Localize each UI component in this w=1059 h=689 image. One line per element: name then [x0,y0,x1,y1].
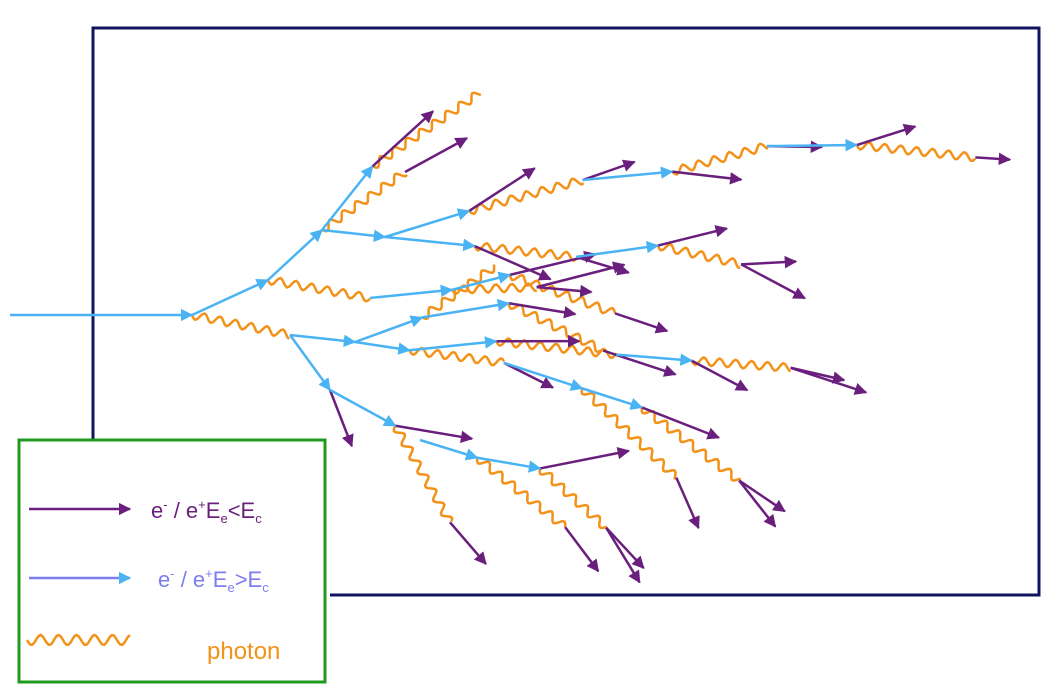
photon-track [468,177,585,216]
photon-track [855,140,977,162]
photon-track [580,388,677,480]
electron-track [575,240,660,259]
electron-track [477,456,542,473]
electron-track [421,298,511,319]
electron-track [384,235,476,252]
high-energy-tracks [10,138,859,473]
electron-track [740,263,806,300]
electron-track [536,261,626,289]
electron-track [691,359,749,392]
electron-track [738,479,786,513]
electron-track [468,167,536,213]
electron-track [191,278,270,317]
wavy-photon-icon [25,633,131,647]
photon-track [392,425,454,522]
electron-track [581,387,644,410]
electron-track [409,336,498,352]
electron-track [616,353,693,366]
photon-track [321,172,408,233]
photon-tracks [190,91,977,530]
electron-track [790,366,846,384]
electron-track [536,284,593,298]
legend-high-energy-label: e- / e+Ee>Ec [158,566,269,595]
photon-track [640,407,742,482]
photon-track [473,241,577,263]
electron-track [582,159,636,182]
electron-track [371,110,434,168]
electron-track [564,526,600,573]
electron-track [602,349,677,377]
electron-track [328,389,354,448]
electron-track [605,526,645,569]
electron-track [503,361,584,391]
electron-track [740,255,798,269]
photon-track [190,312,291,340]
electron-track [384,208,471,239]
photon-track [266,276,371,303]
electron-track [321,228,387,242]
photon-track [508,273,617,315]
photon-track [408,346,506,367]
electron-track [329,388,397,427]
photon-track [507,303,605,354]
electron-track [473,244,552,281]
electron-track [641,406,721,440]
photon-track [690,356,792,373]
electron-track [738,479,777,528]
photon-track [495,337,618,360]
electron-track [289,333,357,348]
photon-track [475,457,567,528]
electron-track [509,250,597,277]
photon-track [538,468,608,530]
electron-track [354,315,424,344]
electron-track [419,438,479,461]
electron-track [856,123,917,147]
electron-track [582,166,674,182]
electron-track [605,527,641,584]
electron-track [614,312,669,334]
photon-track [656,242,741,270]
electron-track [671,170,743,185]
electron-track [657,225,729,247]
electron-track [354,340,411,355]
detector-frame [91,26,1041,597]
electron-track [395,424,474,443]
electron-track [508,302,577,319]
electron-track [539,446,631,470]
legend-photon-label: photon [207,638,281,665]
electron-track [288,334,332,392]
electron-track [321,165,374,231]
electron-track [451,271,512,291]
electron-track [267,229,323,281]
photon-track [671,142,769,176]
electron-track [449,521,487,565]
electron-track [766,138,859,152]
electron-track [503,361,555,389]
electron-track [675,477,700,530]
electron-track [404,137,469,174]
photon-track [372,91,482,169]
legend-low-energy-label: e- / e+Ee<Ec [151,497,262,526]
electron-track [975,152,1012,166]
electron-track [369,284,454,300]
low-energy-tracks [328,110,1012,584]
